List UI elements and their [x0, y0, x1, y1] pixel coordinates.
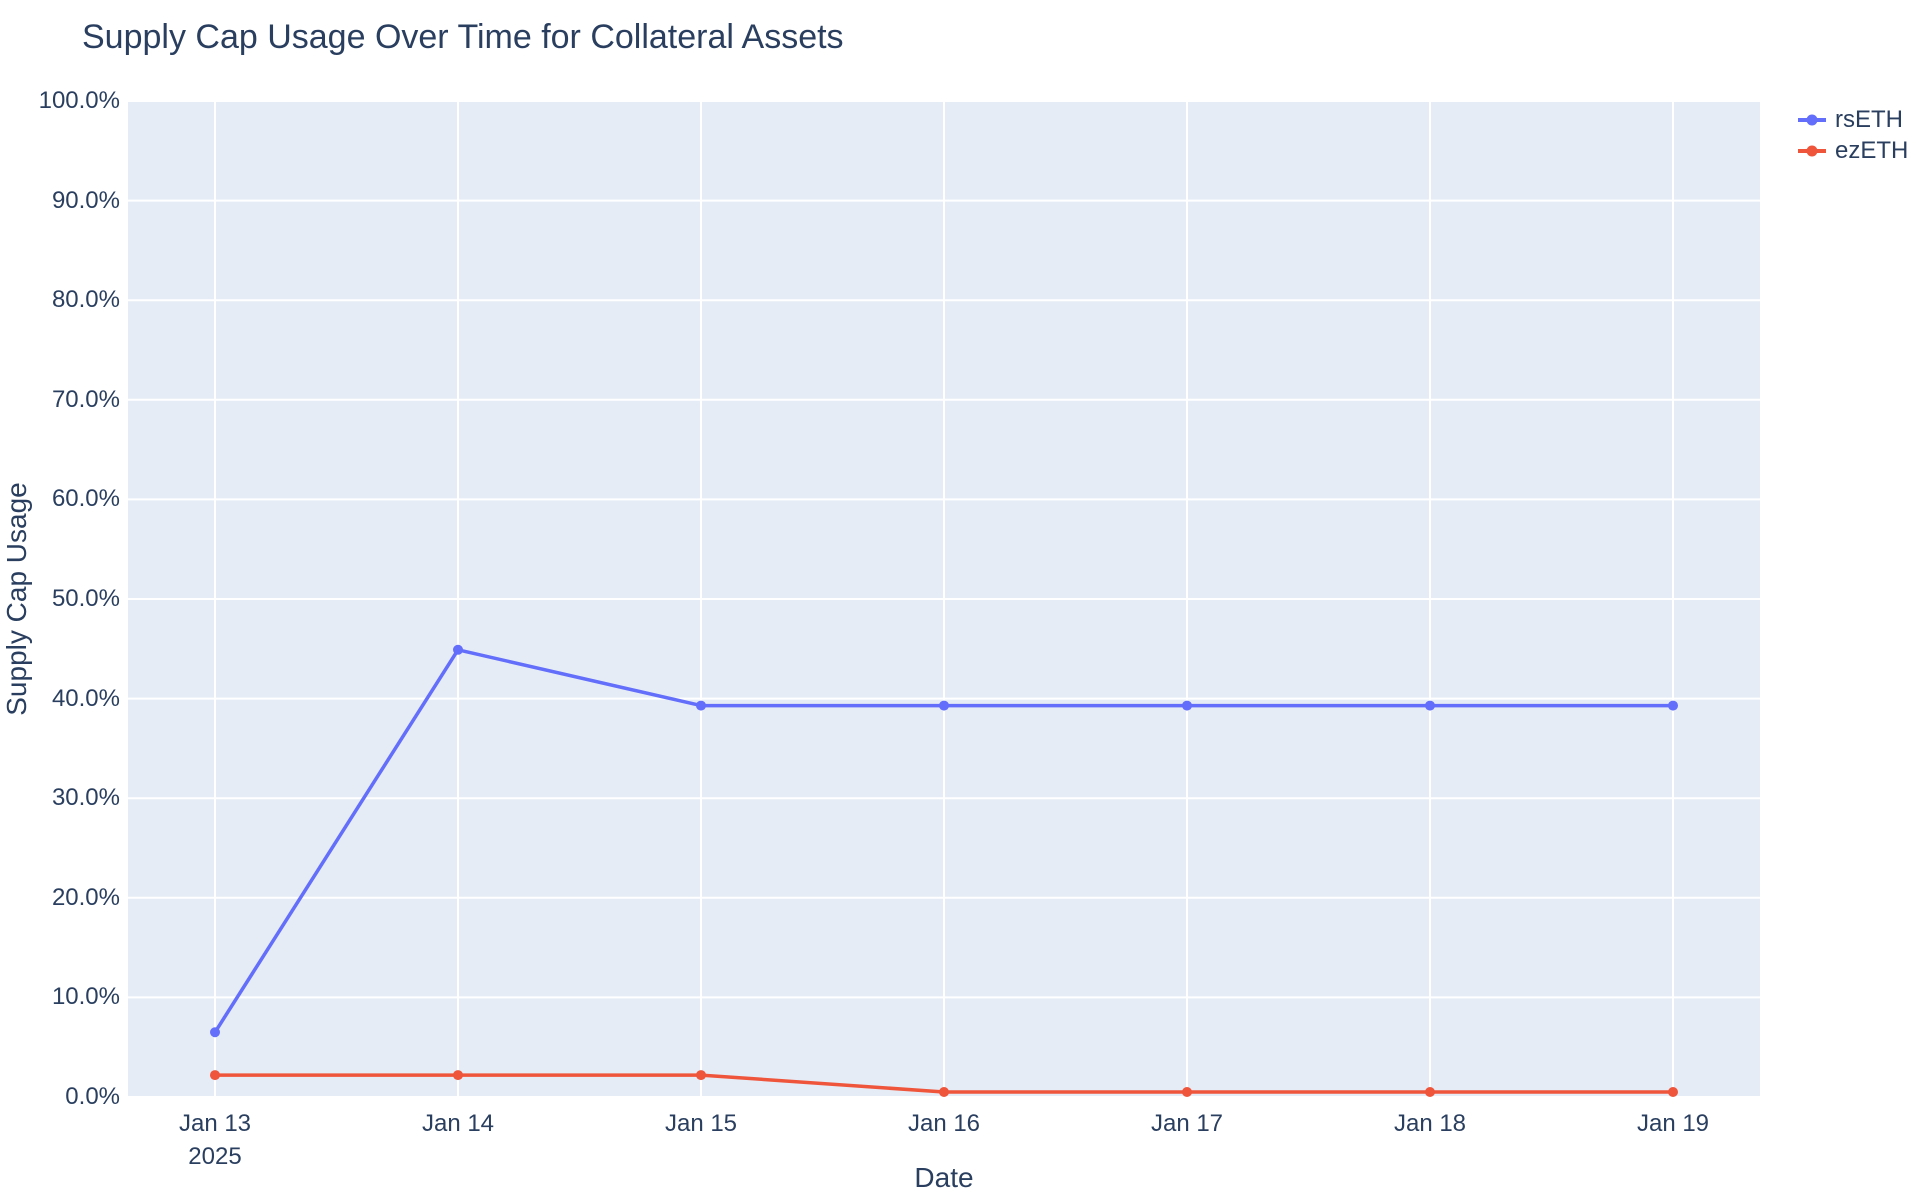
x-tick-label: Jan 19	[1636, 1110, 1710, 1137]
legend-item-ezETH[interactable]: ezETH	[1797, 135, 1908, 166]
y-tick-label: 30.0%	[51, 784, 120, 812]
legend-item-rsETH[interactable]: rsETH	[1797, 104, 1908, 135]
plot-area[interactable]	[128, 100, 1760, 1098]
data-point-ezETH-5[interactable]	[1425, 1087, 1435, 1098]
data-point-rsETH-1[interactable]	[453, 644, 463, 655]
y-tick-label: 60.0%	[51, 485, 120, 513]
y-tick-label: 50.0%	[51, 585, 120, 612]
data-point-ezETH-3[interactable]	[939, 1087, 949, 1098]
x-tick-label: Jan 13 2025	[178, 1110, 252, 1170]
x-tick-label: Jan 14	[421, 1110, 495, 1137]
y-tick-label: 100.0%	[38, 87, 120, 114]
y-tick-label: 70.0%	[51, 385, 120, 413]
data-point-rsETH-6[interactable]	[1668, 700, 1678, 711]
x-tick-label: Jan 17	[1150, 1110, 1224, 1137]
data-point-ezETH-0[interactable]	[210, 1070, 220, 1081]
data-point-rsETH-5[interactable]	[1425, 700, 1435, 711]
legend: rsETH ezETH	[1797, 104, 1908, 166]
data-point-ezETH-2[interactable]	[696, 1070, 706, 1081]
y-tick-label: 90.0%	[51, 186, 120, 214]
data-point-rsETH-2[interactable]	[696, 700, 706, 711]
data-point-ezETH-1[interactable]	[453, 1070, 463, 1081]
legend-line-marker-icon	[1798, 145, 1826, 156]
legend-line-marker-icon	[1798, 114, 1826, 125]
data-point-rsETH-3[interactable]	[939, 700, 949, 711]
x-tick-label: Jan 16	[907, 1110, 981, 1137]
data-point-ezETH-6[interactable]	[1668, 1087, 1678, 1098]
legend-item-label: rsETH	[1835, 105, 1903, 133]
x-tick-label: Jan 18	[1393, 1110, 1467, 1137]
x-tick-labels: Jan 13 2025 Jan 14 Jan 15 Jan 16 Jan 17 Jan 1…	[128, 1107, 1760, 1179]
data-point-rsETH-4[interactable]	[1182, 700, 1192, 711]
y-tick-label: 80.0%	[51, 286, 120, 314]
y-tick-label: 0.0%	[65, 1083, 120, 1110]
legend-item-label: ezETH	[1835, 136, 1909, 164]
x-axis-title: Date	[914, 1162, 974, 1193]
data-point-ezETH-4[interactable]	[1182, 1087, 1192, 1098]
y-tick-labels: 0.0% 10.0% 20.0% 30.0% 40.0% 50.0% 60.0% 70.0% 8…	[0, 87, 120, 1110]
x-tick-label: Jan 15	[664, 1110, 738, 1137]
y-tick-label: 40.0%	[51, 684, 120, 712]
y-axis-title: Supply Cap Usage	[1, 482, 32, 716]
data-point-rsETH-0[interactable]	[210, 1027, 220, 1038]
y-tick-label: 20.0%	[51, 883, 120, 911]
y-tick-label: 10.0%	[51, 983, 120, 1011]
chart-title: Supply Cap Usage Over Time for Collatera…	[82, 18, 844, 56]
